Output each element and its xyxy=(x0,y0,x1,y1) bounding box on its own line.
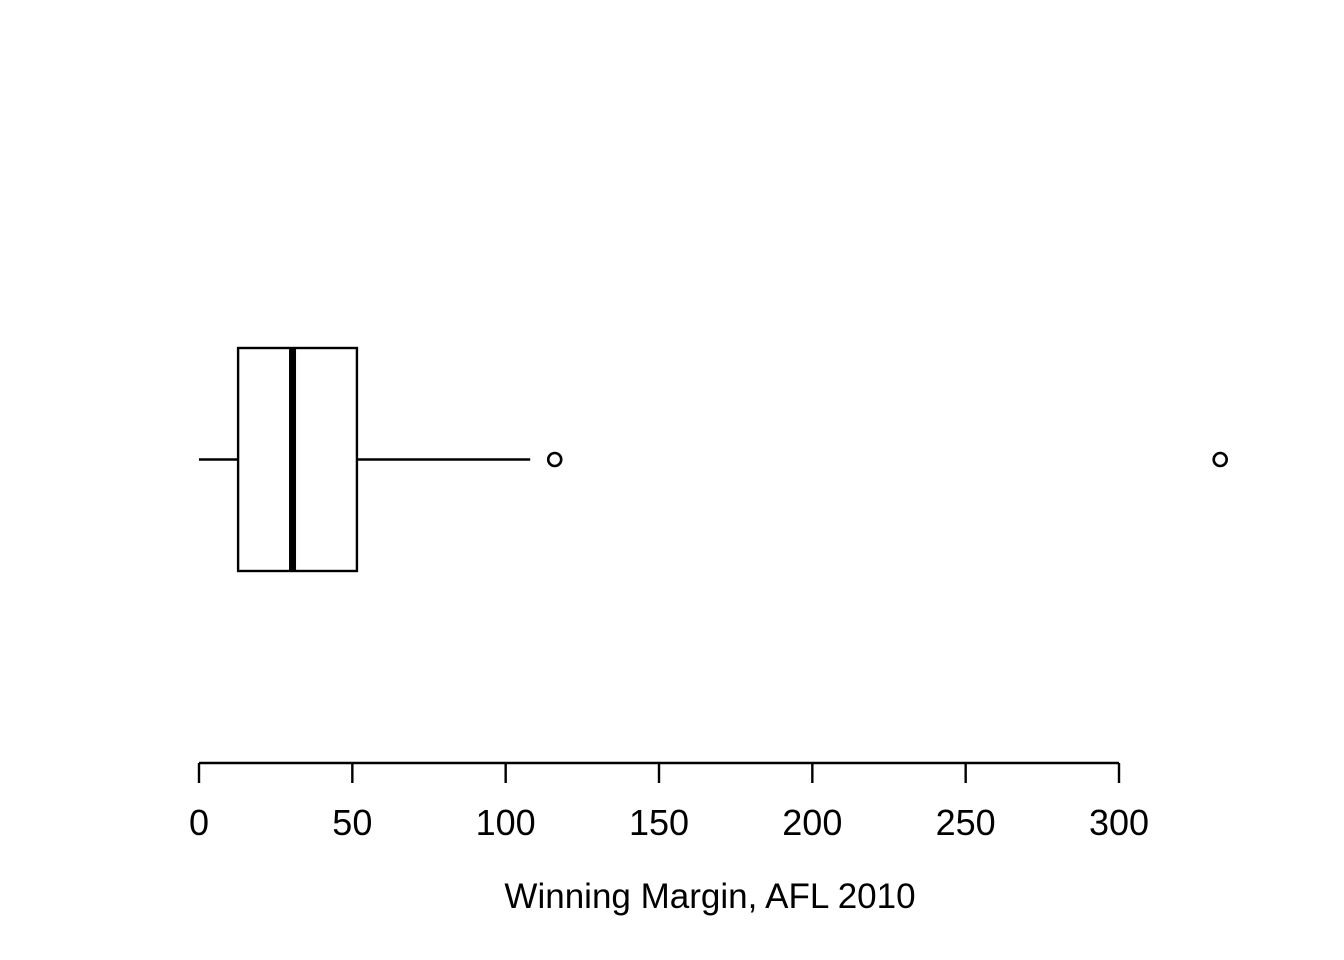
x-tick-label: 250 xyxy=(936,802,996,843)
outlier-point xyxy=(546,451,563,468)
iqr-box xyxy=(236,346,359,573)
outlier-point xyxy=(1212,451,1228,468)
x-axis-title: Winning Margin, AFL 2010 xyxy=(504,877,915,916)
x-tick-label: 150 xyxy=(629,802,689,843)
x-tick-label: 100 xyxy=(476,802,536,843)
boxplot-plot-area xyxy=(199,346,1228,573)
x-tick-label: 200 xyxy=(782,802,842,843)
x-tick-label: 50 xyxy=(332,802,372,843)
x-tick-label: 0 xyxy=(189,802,209,843)
x-axis: 0 50 100 150 200 250 300 xyxy=(189,761,1149,843)
x-tick-label: 300 xyxy=(1089,802,1149,843)
